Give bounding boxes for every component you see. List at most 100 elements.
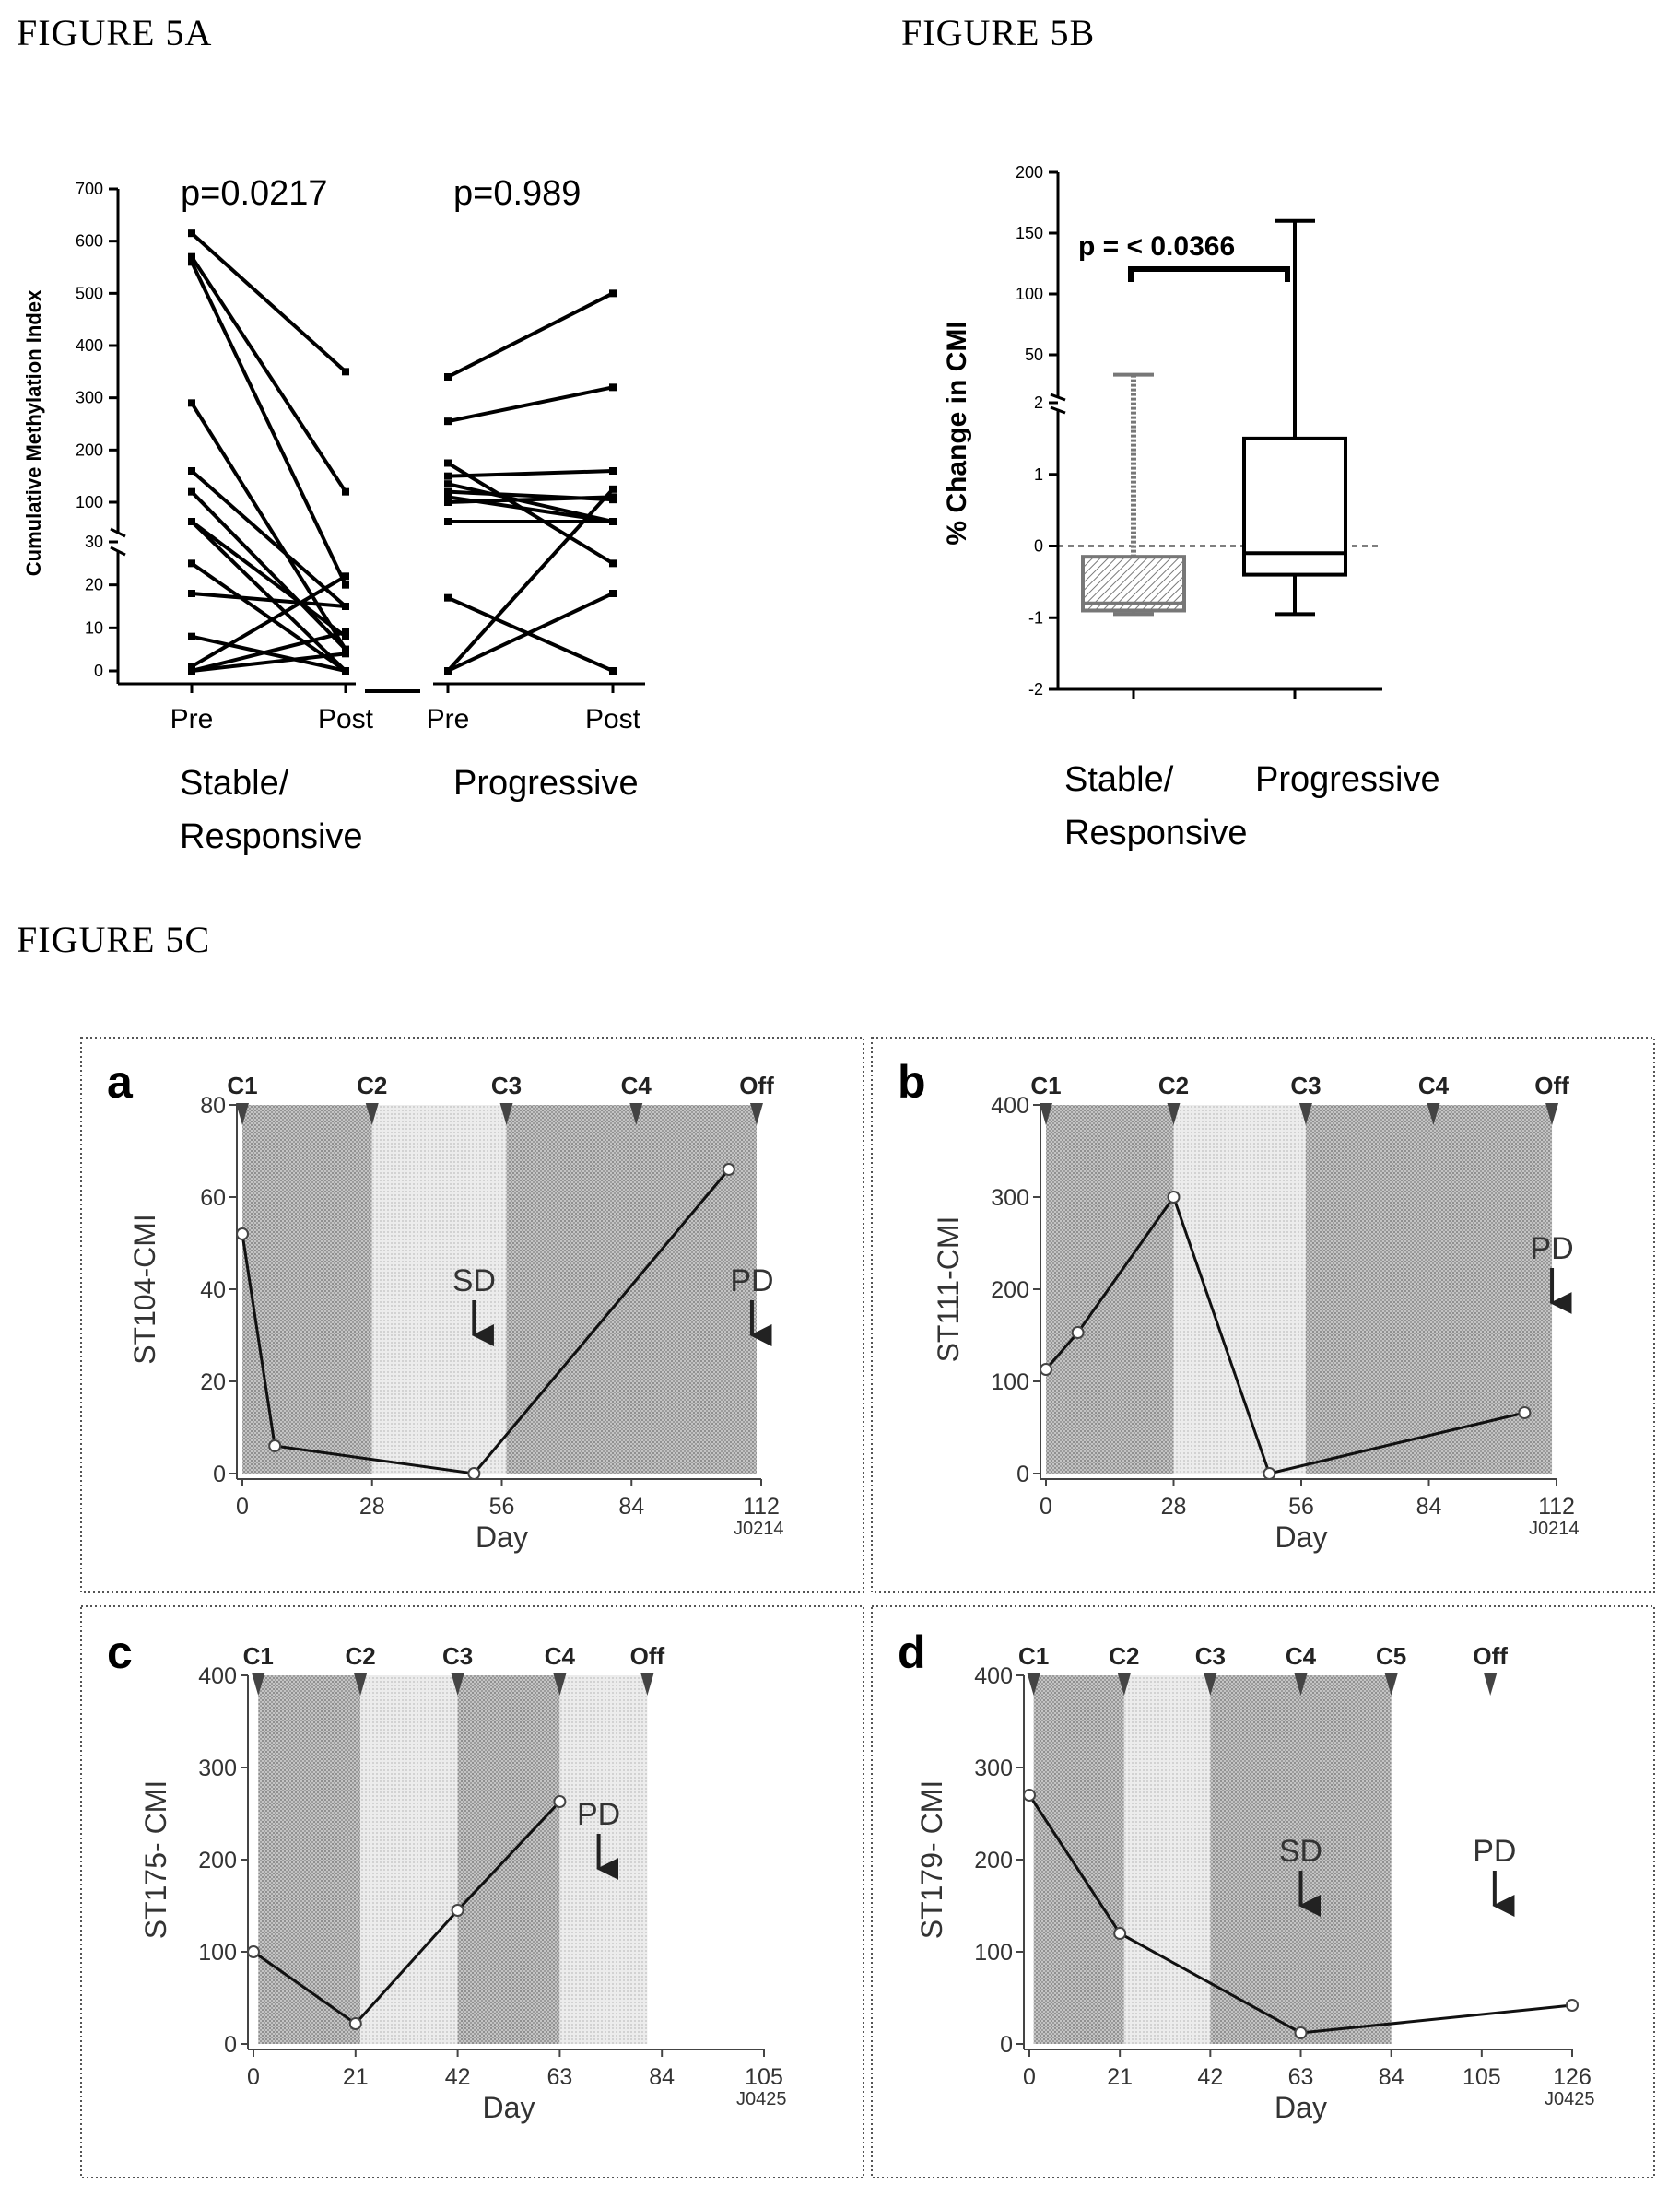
response-event-label: PD <box>730 1263 773 1298</box>
post-point <box>342 368 349 376</box>
x-tick-label: Pre <box>427 704 470 734</box>
p-value-label: p=0.989 <box>453 174 581 213</box>
post-point <box>342 645 349 653</box>
y-tick-label: 300 <box>991 1185 1029 1211</box>
study-code: J0214 <box>734 1519 784 1539</box>
y-tick-label: 400 <box>974 1663 1013 1689</box>
pre-point <box>444 593 452 602</box>
x-tick-label: 21 <box>1107 2064 1133 2090</box>
cycle-label: C4 <box>545 1642 576 1670</box>
pre-point <box>188 258 195 266</box>
cycle-label: C1 <box>1018 1642 1049 1670</box>
cycle-arrow-icon <box>1027 1673 1040 1696</box>
panel-frame <box>871 1037 1655 1593</box>
panel-letter: c <box>107 1626 133 1678</box>
x-tick-label: 63 <box>546 2064 572 2090</box>
pre-post-line <box>191 592 347 608</box>
pre-post-line <box>447 495 614 504</box>
cycle-label: C5 <box>1376 1642 1406 1670</box>
pre-point <box>188 487 195 496</box>
y-tick-label: 100 <box>1016 285 1043 303</box>
treatment-cycle-band <box>1210 1675 1392 2044</box>
category-label: Responsive <box>1064 814 1248 852</box>
post-point <box>609 518 617 525</box>
pre-point <box>188 252 195 261</box>
y-tick-label: 200 <box>974 1848 1013 1873</box>
cycle-label: C2 <box>345 1642 375 1670</box>
cmi-series-line <box>1028 1794 1573 2035</box>
box-plot <box>1081 372 1186 617</box>
cmi-data-point <box>451 1904 464 1917</box>
pre-point <box>444 373 452 381</box>
treatment-cycle-band <box>1305 1105 1553 1474</box>
response-event-label: PD <box>577 1797 620 1832</box>
y-tick-label: 20 <box>200 1369 226 1395</box>
x-tick-label: 42 <box>445 2064 471 2090</box>
y-tick-label: 200 <box>76 440 103 459</box>
y-tick-label: 80 <box>200 1093 226 1119</box>
treatment-cycle-band <box>360 1675 458 2044</box>
y-tick-label: 400 <box>991 1093 1029 1119</box>
cycle-label: C2 <box>357 1072 387 1099</box>
y-tick-label: 50 <box>1025 346 1043 364</box>
x-tick-label: 84 <box>1379 2064 1404 2090</box>
category-label: Progressive <box>1255 760 1440 799</box>
p-value-label: p = < 0.0366 <box>1078 231 1235 262</box>
study-code: J0214 <box>1529 1519 1580 1539</box>
cycle-label: C3 <box>491 1072 522 1099</box>
cycle-arrow-icon <box>1298 1103 1312 1125</box>
y-axis-label: ST104-CMI <box>128 1214 161 1365</box>
cycle-arrow-icon <box>499 1103 513 1125</box>
cmi-series-line <box>253 1800 561 2026</box>
pre-post-line <box>447 595 614 673</box>
cmi-data-point <box>247 1945 260 1958</box>
y-tick-label: 200 <box>991 1277 1029 1303</box>
pre-point <box>188 590 195 597</box>
cmi-data-point <box>268 1439 282 1452</box>
panel-frame <box>80 1037 864 1593</box>
panel-letter: d <box>898 1626 926 1678</box>
cmi-data-point <box>236 1227 249 1240</box>
post-point <box>609 493 617 501</box>
y-tick-label: 300 <box>76 389 103 407</box>
pre-post-line <box>190 469 347 608</box>
pre-point <box>188 667 195 675</box>
y-tick-label: 400 <box>198 1663 237 1689</box>
y-tick-label: 30 <box>85 533 103 551</box>
treatment-cycle-band <box>1033 1675 1124 2044</box>
post-point <box>609 485 617 493</box>
pre-point <box>444 493 452 501</box>
cmi-data-point <box>1294 2026 1308 2039</box>
y-tick-label: -2 <box>1028 680 1043 699</box>
significance-bracket <box>1128 266 1290 282</box>
panel-letter: b <box>898 1056 926 1108</box>
cycle-arrow-icon <box>1545 1103 1559 1125</box>
y-tick-label: 20 <box>85 576 103 594</box>
treatment-cycle-band <box>457 1675 560 2044</box>
y-axis-label: ST179- CMI <box>915 1780 948 1939</box>
pre-point <box>188 399 195 407</box>
pre-post-line <box>447 482 614 523</box>
figure-5b-label: FIGURE 5B <box>901 12 1096 53</box>
pre-post-line <box>190 574 347 669</box>
y-tick-label: 150 <box>1016 224 1043 242</box>
figure-5b-chart: -2 -1 0 1 2 50 100 150 200 % Change in CMI p = < 0… <box>942 163 1440 852</box>
figure-5c-panel-d: 0 100 200 300 400 0 21 42 63 84 105 126 Day J0425 ST17… <box>871 1605 1655 2178</box>
post-point <box>342 628 349 636</box>
figure-5c-panel-a: 0 20 40 60 80 0 28 56 84 112 Day J0214 ST104-CMI a C1 C… <box>80 1037 864 1593</box>
cycle-arrow-icon <box>1167 1103 1181 1125</box>
x-axis-label: Day <box>1275 1521 1328 1554</box>
y-tick-label: 200 <box>1016 163 1043 182</box>
figure-5a-chart: 0 10 20 30 100 200 300 400 500 600 700 Cumulative M… <box>22 174 645 856</box>
cycle-arrow-icon <box>252 1673 265 1696</box>
cycle-label: Off <box>1473 1642 1508 1670</box>
cmi-data-point <box>553 1795 567 1808</box>
y-tick-label: 1 <box>1034 465 1043 484</box>
y-tick-label: 100 <box>974 1940 1013 1966</box>
cycle-label: C4 <box>1286 1642 1317 1670</box>
x-tick-label: 56 <box>1288 1494 1314 1520</box>
study-code: J0425 <box>736 2089 787 2109</box>
cmi-data-point <box>1263 1467 1276 1480</box>
x-tick-label: 84 <box>649 2064 675 2090</box>
